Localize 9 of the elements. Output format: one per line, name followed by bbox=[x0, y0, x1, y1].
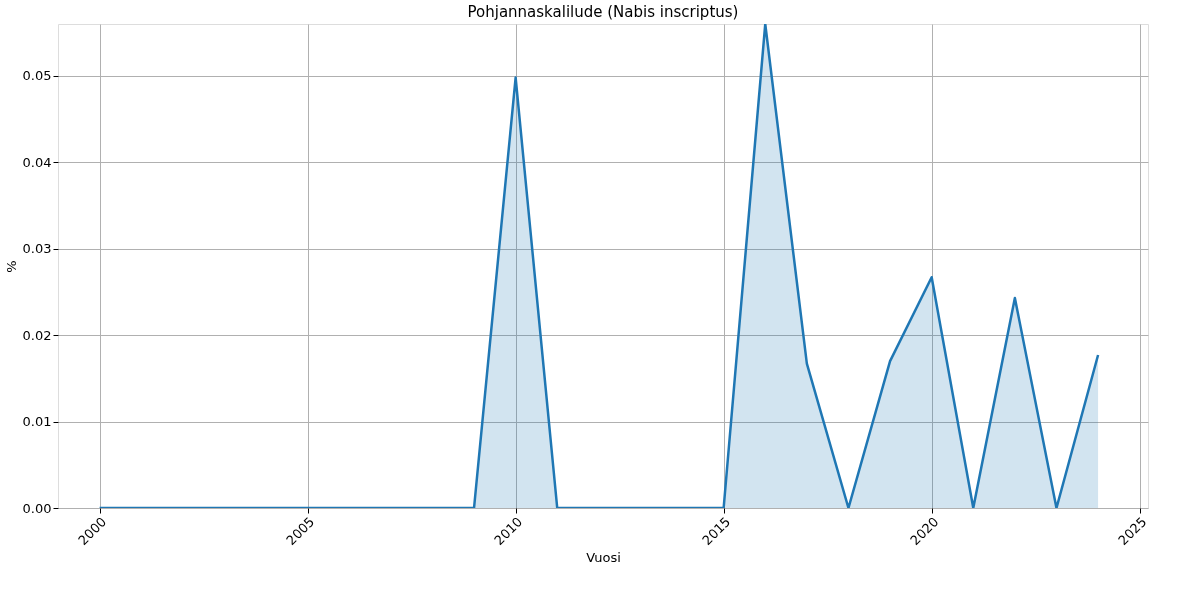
y-tick-label: 0.04 bbox=[22, 154, 52, 170]
y-tick-label: 0.00 bbox=[22, 500, 52, 516]
y-tick-label: 0.01 bbox=[22, 414, 52, 430]
chart-title: Pohjannaskalilude (Nabis inscriptus) bbox=[467, 3, 739, 21]
y-tick-label: 0.03 bbox=[22, 241, 52, 257]
y-axis-title: % bbox=[3, 260, 19, 273]
y-tick-label: 0.05 bbox=[22, 68, 52, 84]
y-tick-label: 0.02 bbox=[22, 327, 52, 343]
x-axis-title: Vuosi bbox=[586, 550, 621, 566]
